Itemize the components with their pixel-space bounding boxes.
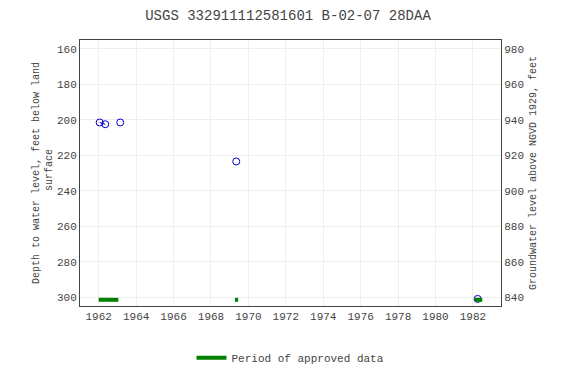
- svg-text:1980: 1980: [422, 311, 448, 323]
- svg-text:300: 300: [57, 292, 77, 304]
- svg-text:Groundwater level above NGVD 1: Groundwater level above NGVD 1929, feet: [528, 56, 539, 290]
- svg-text:1970: 1970: [235, 311, 261, 323]
- svg-text:260: 260: [57, 221, 77, 233]
- svg-text:1964: 1964: [123, 311, 150, 323]
- svg-text:160: 160: [57, 44, 77, 56]
- svg-text:1968: 1968: [198, 311, 224, 323]
- svg-text:280: 280: [57, 257, 77, 269]
- svg-text:1982: 1982: [460, 311, 486, 323]
- svg-text:1976: 1976: [347, 311, 373, 323]
- svg-text:880: 880: [504, 221, 524, 233]
- svg-text:860: 860: [504, 257, 524, 269]
- svg-text:960: 960: [504, 79, 524, 91]
- svg-text:Depth to water level, feet bel: Depth to water level, feet below land su…: [31, 62, 55, 284]
- svg-text:180: 180: [57, 79, 77, 91]
- svg-text:Period of approved data: Period of approved data: [232, 353, 384, 365]
- svg-text:USGS 332911112581601 B-02-07 2: USGS 332911112581601 B-02-07 28DAA: [145, 8, 431, 24]
- svg-text:1972: 1972: [273, 311, 299, 323]
- svg-text:240: 240: [57, 186, 77, 198]
- svg-text:200: 200: [57, 115, 77, 127]
- svg-text:980: 980: [504, 44, 524, 56]
- svg-text:840: 840: [504, 292, 524, 304]
- svg-text:920: 920: [504, 150, 524, 162]
- svg-text:900: 900: [504, 186, 524, 198]
- svg-text:1978: 1978: [385, 311, 411, 323]
- svg-text:1966: 1966: [160, 311, 186, 323]
- svg-text:220: 220: [57, 150, 77, 162]
- svg-text:1974: 1974: [310, 311, 337, 323]
- svg-text:940: 940: [504, 115, 524, 127]
- svg-text:1962: 1962: [86, 311, 112, 323]
